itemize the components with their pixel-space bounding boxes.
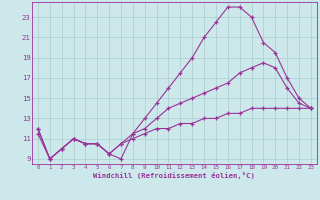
X-axis label: Windchill (Refroidissement éolien,°C): Windchill (Refroidissement éolien,°C) bbox=[93, 172, 255, 179]
